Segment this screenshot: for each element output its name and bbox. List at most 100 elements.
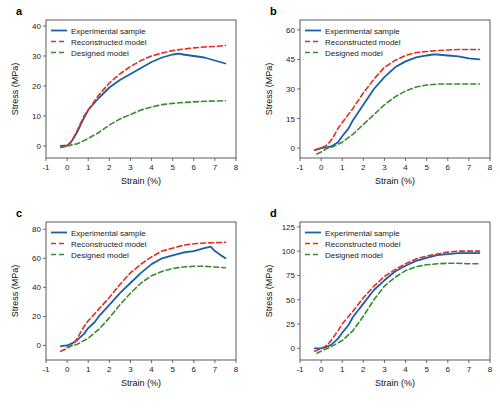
- x-tick: [426, 158, 427, 161]
- x-tick-label: 4: [403, 163, 408, 172]
- y-tick-label: 75: [286, 271, 295, 280]
- plot-background: [46, 20, 236, 158]
- x-tick: [363, 360, 364, 363]
- x-axis-label: Strain (%): [121, 176, 161, 186]
- y-tick-label: 30: [32, 52, 41, 61]
- legend-label: Designed model: [71, 251, 129, 260]
- x-tick-label: 0: [65, 163, 70, 172]
- x-tick-label: 7: [213, 365, 218, 374]
- x-tick-label: 2: [361, 365, 366, 374]
- y-tick: [43, 86, 46, 87]
- x-tick: [88, 360, 89, 363]
- x-tick-label: 7: [467, 365, 472, 374]
- panel: -1012345678015304560Strain (%)Stress (MP…: [264, 5, 493, 186]
- x-tick-label: 6: [192, 365, 197, 374]
- y-tick-label: 80: [32, 225, 41, 234]
- series-line: [61, 247, 226, 347]
- legend-label: Reconstructed model: [71, 240, 147, 249]
- x-tick: [384, 158, 385, 161]
- plot-frame: [46, 222, 236, 360]
- series-line: [315, 50, 480, 151]
- x-tick: [426, 360, 427, 363]
- x-tick: [490, 158, 491, 161]
- x-tick-label: 7: [467, 163, 472, 172]
- x-tick-label: 8: [488, 163, 493, 172]
- y-tick-label: 40: [32, 22, 41, 31]
- y-tick: [43, 316, 46, 317]
- y-tick-label: 0: [37, 341, 42, 350]
- x-tick-label: 6: [446, 163, 451, 172]
- x-tick: [321, 158, 322, 161]
- x-tick: [46, 158, 47, 161]
- legend-label: Experimental sample: [71, 229, 146, 238]
- x-tick: [109, 158, 110, 161]
- plot-frame: [46, 20, 236, 158]
- x-tick-label: 3: [128, 163, 133, 172]
- plot-background: [300, 222, 490, 360]
- legend-label: Experimental sample: [325, 229, 400, 238]
- x-tick-label: 2: [107, 365, 112, 374]
- x-tick-label: -1: [296, 163, 304, 172]
- legend-swatch: [305, 41, 321, 43]
- x-tick-label: 3: [382, 365, 387, 374]
- legend: Experimental sample Reconstructed model De…: [51, 229, 147, 260]
- page: {"chart_data": [ {"type": "line", "title…: [0, 0, 500, 413]
- x-tick: [468, 360, 469, 363]
- panel-label: d: [270, 207, 277, 219]
- legend-swatch: [305, 52, 321, 54]
- y-tick-label: 10: [32, 112, 41, 121]
- panel: -1012345678020406080Strain (%)Stress (MP…: [10, 207, 239, 388]
- y-tick-label: 20: [32, 82, 41, 91]
- x-tick-label: 1: [86, 163, 91, 172]
- x-tick: [67, 158, 68, 161]
- plot-frame: [300, 20, 490, 158]
- x-tick: [236, 158, 237, 161]
- legend: Experimental sampleReconstructed modelDe…: [305, 27, 401, 58]
- y-tick: [43, 258, 46, 259]
- y-tick: [297, 118, 300, 119]
- y-tick: [297, 348, 300, 349]
- x-tick: [46, 360, 47, 363]
- x-tick: [342, 158, 343, 161]
- y-tick: [43, 26, 46, 27]
- y-tick-label: 0: [37, 142, 42, 151]
- legend-swatch: [51, 52, 67, 54]
- x-tick: [321, 360, 322, 363]
- y-tick: [297, 89, 300, 90]
- x-tick-label: 8: [234, 365, 239, 374]
- legend-swatch: [51, 254, 67, 256]
- series-line: [67, 101, 225, 146]
- x-tick: [405, 360, 406, 363]
- legend-label: Reconstructed model: [325, 240, 401, 249]
- y-tick-label: 50: [286, 296, 295, 305]
- legend-swatch: [305, 30, 321, 32]
- y-tick: [297, 59, 300, 60]
- x-tick-label: 2: [361, 163, 366, 172]
- legend-label: Reconstructed model: [325, 38, 401, 47]
- x-tick-label: 7: [213, 163, 218, 172]
- y-tick: [297, 299, 300, 300]
- x-tick: [151, 360, 152, 363]
- series-line: [61, 54, 226, 146]
- x-tick-label: 5: [424, 365, 429, 374]
- y-tick-label: 15: [286, 115, 295, 124]
- series-line: [61, 46, 226, 148]
- series-line: [317, 84, 480, 154]
- series-line: [67, 266, 225, 347]
- y-tick: [43, 116, 46, 117]
- x-tick: [193, 158, 194, 161]
- x-tick: [300, 360, 301, 363]
- x-tick: [384, 360, 385, 363]
- x-tick-label: 2: [107, 163, 112, 172]
- legend-label: Experimental sample: [71, 27, 146, 36]
- y-tick: [297, 275, 300, 276]
- panel-label: b: [270, 5, 277, 17]
- x-tick: [342, 360, 343, 363]
- data-area: [315, 251, 480, 353]
- x-tick-label: 4: [403, 365, 408, 374]
- series-line: [315, 253, 480, 348]
- x-tick: [193, 360, 194, 363]
- x-tick-label: 5: [424, 163, 429, 172]
- x-tick: [172, 360, 173, 363]
- legend-label: Designed model: [71, 49, 129, 58]
